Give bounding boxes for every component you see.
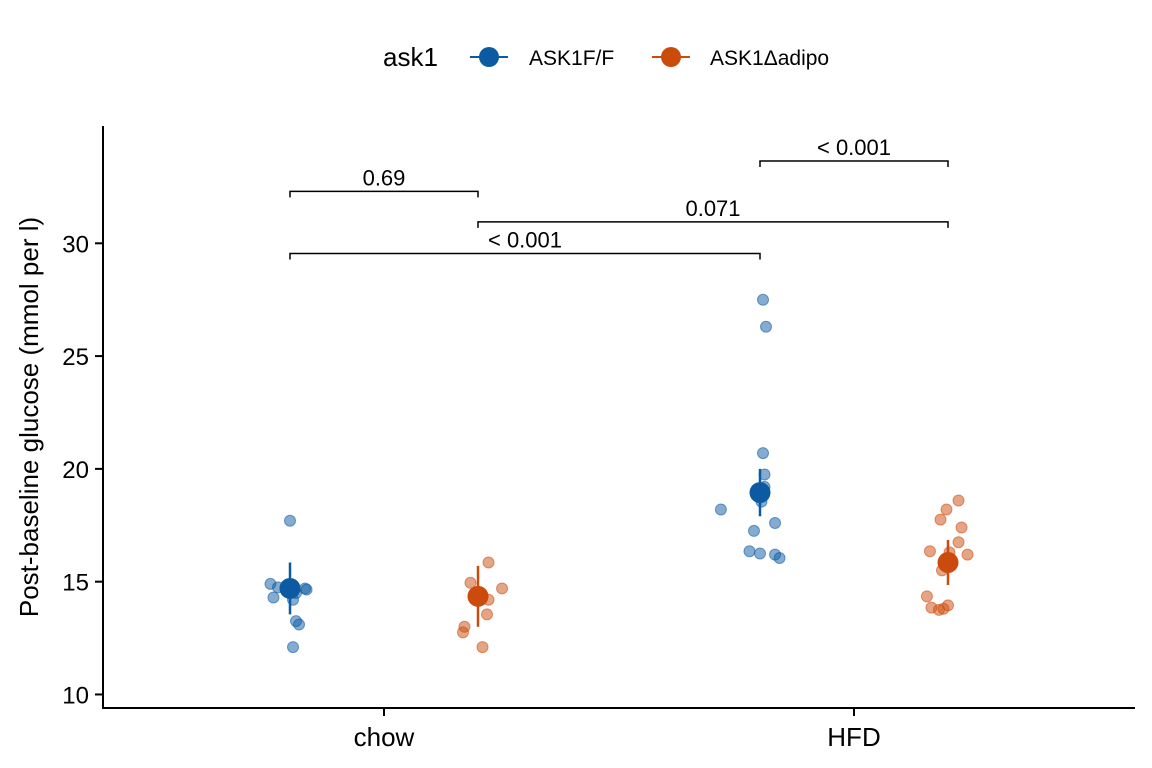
data-point [961,548,974,561]
data-point [293,618,306,631]
mean-point [467,585,489,607]
data-point [456,626,469,639]
legend: ask1 ASK1F/F ASK1Δadipo [383,42,829,72]
mean-point [749,482,771,504]
data-point [300,583,313,596]
data-point [952,536,965,549]
mean-point [937,552,959,573]
y-tick-label: 15 [62,570,89,597]
data-point [747,524,760,537]
data-point [757,447,770,460]
data-point [714,503,727,516]
data-point [757,293,770,306]
legend-key-dot-ask1-adipo [661,47,681,67]
comparison-bracket [759,160,949,167]
y-axis-title: Post-baseline glucose (mmol per l) [14,217,44,617]
p-value-label: 0.69 [363,165,406,190]
x-tick-label: HFD [827,722,880,752]
mean-ci-markers [279,468,959,627]
legend-entry-ask1ff: ASK1F/F [470,47,614,70]
y-tick-label: 20 [62,457,89,484]
data-point [955,521,968,534]
data-point [923,545,936,558]
legend-title: ask1 [383,42,438,72]
data-point [952,494,965,507]
y-axis-ticks: 10 15 20 25 30 [62,231,103,709]
data-point [743,545,756,558]
data-point [940,503,953,516]
legend-label-ask1-adipo: ASK1Δadipo [710,47,829,70]
data-point [496,582,509,595]
data-point [476,641,489,654]
comparison-brackets: 0.69 < 0.001 0.071 < 0.001 [289,135,949,260]
data-point [284,514,296,527]
y-tick-label: 30 [62,231,89,258]
p-value-label: 0.071 [685,196,740,221]
p-value-label: < 0.001 [817,135,891,160]
x-axis-ticks: chow HFD [354,708,881,752]
x-tick-label: chow [354,722,415,752]
y-tick-label: 10 [62,682,89,709]
data-point [482,556,495,569]
data-point [942,599,954,612]
data-points [264,293,974,654]
data-point [769,517,782,530]
data-point [760,320,773,333]
data-point [773,551,786,564]
data-point [464,576,477,589]
comparison-bracket [289,190,479,198]
y-tick-label: 25 [62,344,89,371]
data-point [920,590,933,603]
data-point [287,641,300,654]
data-point [934,513,947,526]
legend-entry-ask1-adipo: ASK1Δadipo [652,47,829,70]
legend-key-dot-ask1ff [479,47,499,67]
data-point [481,608,494,621]
data-point [267,591,280,604]
comparison-bracket [289,252,761,260]
mean-point [279,577,301,599]
p-value-label: < 0.001 [488,227,562,252]
legend-label-ask1ff: ASK1F/F [529,47,614,70]
data-point [754,547,766,560]
comparison-bracket [477,221,949,228]
